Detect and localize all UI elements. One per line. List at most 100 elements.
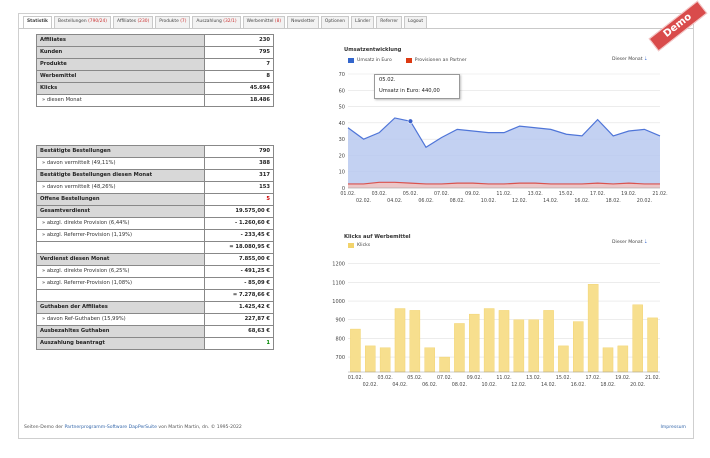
sales-chart-title: Umsatzentwicklung [344,47,402,53]
y-tick-label: 700 [335,355,345,361]
stats-label: » davon Ref-Guthaben (15,99%) [36,313,205,326]
x-tick-label: 20.02. [637,198,652,204]
bar [513,319,525,373]
y-tick-label: 800 [335,336,345,342]
x-tick-label: 03.02. [378,375,393,381]
x-tick-label: 12.02. [512,198,527,204]
stats-value: 153 [204,181,274,194]
x-tick-label: 07.02. [437,375,452,381]
stats-row: = 7.278,66 € [36,289,274,302]
stats-label: Bestätigte Bestellungen diesen Monat [36,169,205,182]
x-tick-label: 15.02. [556,375,571,381]
bar [424,347,435,373]
y-tick-label: 1200 [332,262,345,268]
stats-value: 45.694 [204,82,274,95]
tab-label: Newsletter [291,19,315,24]
bar [587,284,599,373]
x-tick-label: 14.02. [543,198,558,204]
stats-value: 1.425,42 € [204,301,274,314]
stats-label: Werbemittel [36,70,205,83]
tab-label: Logout [408,19,424,24]
tab-auszahlung[interactable]: Auszahlung (32/1) [192,16,241,28]
stats-row: Bestätigte Bestellungen 790 [36,145,274,158]
tab-newsletter[interactable]: Newsletter [287,16,319,28]
stats-label: » davon vermittelt (49,11%) [36,157,205,170]
tab-statistik[interactable]: Statistik [23,16,52,28]
stats-value: - 491,25 € [204,265,274,278]
bar [617,345,629,373]
stats-row: » abzgl. direkte Provision (6,44%) - 1.26… [36,217,274,230]
stats-value: 795 [204,46,274,59]
tab-label: Auszahlung [196,19,222,24]
stats-value: 19.575,00 € [204,205,274,218]
x-tick-label: 09.02. [467,375,482,381]
stats-value: 317 [204,169,274,182]
stats-row: » davon vermittelt (48,26%) 153 [36,181,274,194]
stats-row: Verdienst diesen Monat 7.855,00 € [36,253,274,266]
order-stats-table: Bestätigte Bestellungen 790» davon vermit… [36,145,274,350]
tab-label: Statistik [27,19,48,24]
sales-chart: 01020304050607001.02.02.02.03.02.04.02.0… [339,72,668,204]
stats-value: 1 [204,337,274,350]
stats-value: 227,87 € [204,313,274,326]
x-tick-label: 01.02. [340,191,355,197]
stats-value: 68,63 € [204,325,274,338]
tab-produkte[interactable]: Produkte (7) [155,16,191,28]
stats-label: Bestätigte Bestellungen [36,145,205,158]
stats-row: Auszahlung beantragt 1 [36,337,274,350]
bar [365,345,376,373]
sales-period-select[interactable]: Dieser Monat ⇣ [612,57,648,62]
stats-label: Verdienst diesen Monat [36,253,205,266]
x-tick-label: 20.02. [630,382,645,388]
legend-swatch-sales [348,58,354,63]
stats-label: » abzgl. Referrer-Provision (1,08%) [36,277,205,290]
stats-row: Kunden 795 [36,46,274,59]
x-tick-label: 05.02. [403,191,418,197]
stats-value: 230 [204,34,274,47]
x-tick-label: 03.02. [372,191,387,197]
tab-referrer[interactable]: Referrer [376,16,403,28]
tab-divider [19,28,693,29]
tab-label: Affiliates [116,19,137,24]
x-tick-label: 17.02. [586,375,601,381]
clicks-chart-title: Klicks auf Werbemittel [344,234,411,240]
highlight-point [407,118,414,124]
stats-row: » abzgl. direkte Provision (6,25%) - 491,… [36,265,274,278]
stats-value: 8 [204,70,274,83]
y-tick-label: 50 [339,105,345,111]
sales-period-label: Dieser Monat [612,57,643,62]
series-line-commission [348,181,660,185]
tab-länder[interactable]: Länder [351,16,375,28]
x-tick-label: 08.02. [452,382,467,388]
stats-row: Ausbezahltes Guthaben 68,63 € [36,325,274,338]
bar [573,321,584,373]
stats-label: » abzgl. Referrer-Provision (1,19%) [36,229,205,242]
tab-bestellungen[interactable]: Bestellungen (790/24) [53,16,111,28]
x-tick-label: 02.02. [363,382,378,388]
stats-label: Guthaben der Affiliates [36,301,205,314]
tab-badge: (7) [180,19,187,24]
x-tick-label: 09.02. [465,191,480,197]
clicks-chart: 70080090010001100120001.02.02.02.03.02.0… [332,262,660,388]
tab-werbemittel[interactable]: Werbemittel (8) [242,16,286,28]
x-tick-label: 08.02. [450,198,465,204]
x-tick-label: 16.02. [574,198,589,204]
x-tick-label: 07.02. [434,191,449,197]
tab-affiliates[interactable]: Affiliates (230) [112,16,154,28]
tab-logout[interactable]: Logout [404,16,428,28]
legend-label-clicks: Klicks [357,243,371,248]
y-tick-label: 1000 [332,299,345,305]
x-tick-label: 11.02. [496,375,511,381]
y-tick-label: 10 [339,170,345,176]
x-tick-label: 10.02. [482,382,497,388]
x-tick-label: 21.02. [652,191,667,197]
tab-optionen[interactable]: Optionen [320,16,350,28]
legend-swatch-commission [405,58,412,63]
x-tick-label: 11.02. [496,191,511,197]
bar [379,347,391,373]
clicks-period-select[interactable]: Dieser Monat ⇣ [612,240,648,245]
tab-label: Optionen [324,19,346,24]
sales-chart-tooltip: 05.02. Umsatz in Euro: 440,00 [374,74,460,99]
bar [469,313,480,373]
tab-badge: (32/1) [223,19,237,24]
